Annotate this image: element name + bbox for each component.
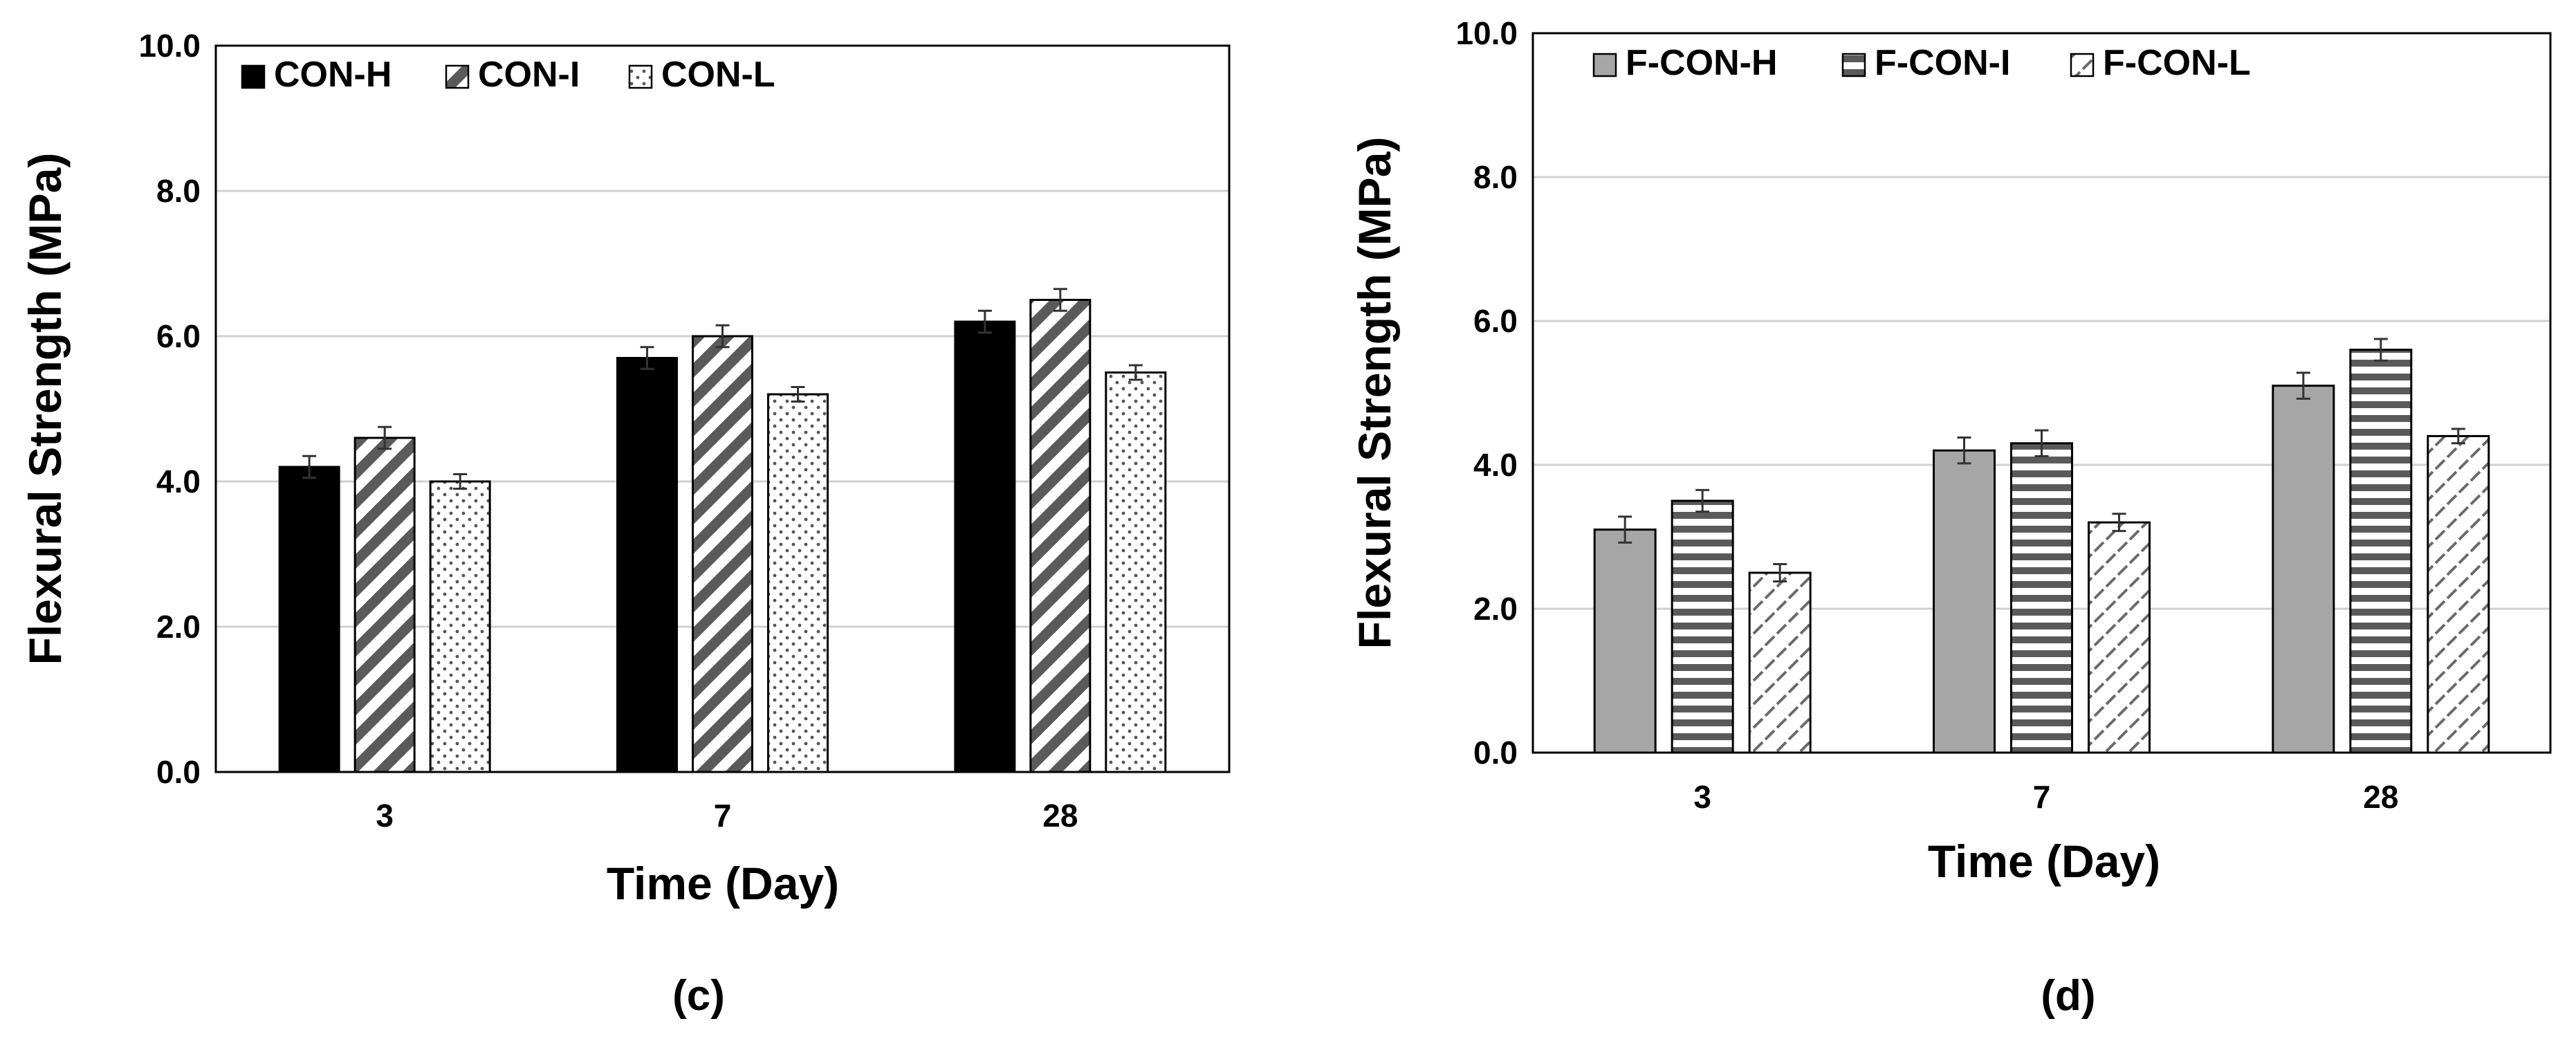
error-bar xyxy=(2112,513,2126,533)
y-tick-label: 0.0 xyxy=(156,754,201,790)
legend-item: CON-I xyxy=(445,55,580,95)
error-bar xyxy=(302,454,317,479)
y-tick-label: 2.0 xyxy=(156,609,201,645)
bar-con-l-day-28 xyxy=(1105,371,1167,773)
bar-con-i-day-28 xyxy=(1029,299,1092,773)
legend-label: CON-L xyxy=(661,55,775,95)
error-bar xyxy=(1618,515,1632,544)
bar-con-i-day-3 xyxy=(353,436,416,773)
x-axis-title-d: Time (Day) xyxy=(1928,836,2160,887)
legend-item: F-CON-H xyxy=(1592,43,1778,83)
legend-swatch xyxy=(628,64,653,89)
y-tick-label: 6.0 xyxy=(156,318,201,354)
legend-swatch xyxy=(241,64,266,89)
x-tick-label: 3 xyxy=(376,798,394,834)
bar-f-con-i-day-7 xyxy=(2010,442,2073,754)
error-bar xyxy=(640,346,654,370)
y-tick-label: 4.0 xyxy=(1473,447,1518,483)
legend-item: CON-L xyxy=(628,55,775,95)
legend-item: CON-H xyxy=(241,55,392,95)
legend-c: CON-H CON-I CON-L xyxy=(241,55,775,95)
y-tick-label: 0.0 xyxy=(1473,735,1518,771)
error-bar xyxy=(1128,364,1143,381)
chart-panel-d: 0.0 2.0 4.0 6.0 8.0 10.0 3 7 28 Flexural Strengt… xyxy=(1349,15,2552,1020)
error-bar xyxy=(1773,563,1787,582)
y-tick-label: 6.0 xyxy=(1473,303,1518,339)
x-tick-label: 3 xyxy=(1693,779,1711,815)
panel-label-d: (d) xyxy=(2041,972,2095,1020)
bar-con-h-day-7 xyxy=(616,357,678,773)
error-bar xyxy=(1695,488,1710,513)
error-bar xyxy=(977,309,992,334)
error-bar xyxy=(715,324,730,349)
bar-f-con-i-day-28 xyxy=(2349,349,2413,754)
legend-swatch xyxy=(2070,53,2095,77)
y-tick-label: 8.0 xyxy=(156,173,201,209)
x-axis-title-c: Time (Day) xyxy=(607,858,839,909)
bar-f-con-h-day-3 xyxy=(1593,528,1657,754)
error-bar xyxy=(2296,371,2310,400)
x-tick-label: 28 xyxy=(1042,798,1078,834)
legend-item: F-CON-I xyxy=(1841,43,2010,83)
error-bar xyxy=(2373,338,2388,362)
bar-con-h-day-3 xyxy=(278,466,340,773)
bar-f-con-l-day-7 xyxy=(2088,521,2151,754)
error-bar xyxy=(1053,288,1067,312)
y-tick-label: 10.0 xyxy=(138,28,201,64)
legend-label: CON-H xyxy=(274,55,392,95)
legend-label: F-CON-L xyxy=(2103,43,2251,83)
legend-swatch xyxy=(445,64,470,89)
error-bar xyxy=(453,473,468,490)
legend-swatch xyxy=(1592,53,1617,77)
y-axis-title-c: Flexural Strength (MPa) xyxy=(19,153,71,665)
legend-swatch xyxy=(1841,53,1866,77)
legend-item: F-CON-L xyxy=(2070,43,2251,83)
error-bar xyxy=(2451,427,2465,445)
bar-f-con-l-day-28 xyxy=(2427,434,2490,754)
y-tick-label: 8.0 xyxy=(1473,159,1518,195)
legend-label: CON-I xyxy=(478,55,580,95)
legend-label: F-CON-H xyxy=(1626,43,1778,83)
y-tick-label: 4.0 xyxy=(156,463,201,499)
legend-d: F-CON-H F-CON-I F-CON-L xyxy=(1592,43,2251,83)
error-bar xyxy=(1957,436,1971,465)
bar-con-i-day-7 xyxy=(692,335,753,773)
error-bar xyxy=(378,425,392,450)
bar-f-con-h-day-28 xyxy=(2272,385,2335,754)
y-axis-title-d: Flexural Strength (MPa) xyxy=(1349,137,1400,650)
bar-f-con-i-day-3 xyxy=(1671,499,1734,754)
bar-f-con-l-day-3 xyxy=(1748,571,1812,754)
plot-frame-d xyxy=(1531,32,2552,754)
x-tick-label: 7 xyxy=(2033,779,2051,815)
x-tick-label: 28 xyxy=(2363,779,2398,815)
bar-con-h-day-28 xyxy=(954,320,1016,773)
panel-label-c: (c) xyxy=(672,972,725,1020)
chart-panel-c: 0.0 2.0 4.0 6.0 8.0 10.0 3 7 28 Flexural Strengt… xyxy=(19,28,1231,1020)
bar-f-con-h-day-7 xyxy=(1933,449,1996,754)
error-bar xyxy=(2034,429,2049,458)
error-bar xyxy=(791,386,805,403)
legend-label: F-CON-I xyxy=(1875,43,2010,83)
y-tick-label: 2.0 xyxy=(1473,591,1518,627)
plot-frame-c xyxy=(214,44,1231,773)
bar-con-l-day-3 xyxy=(429,480,491,773)
y-tick-label: 10.0 xyxy=(1455,15,1518,51)
x-tick-label: 7 xyxy=(714,798,732,834)
bar-con-l-day-7 xyxy=(767,393,829,773)
